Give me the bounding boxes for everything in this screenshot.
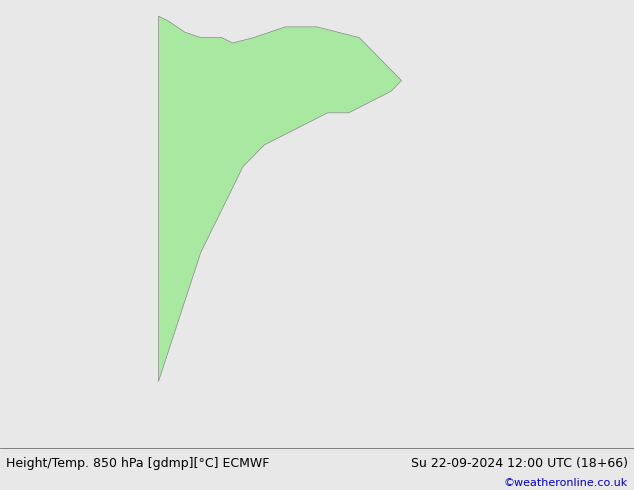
Text: Su 22-09-2024 12:00 UTC (18+66): Su 22-09-2024 12:00 UTC (18+66) — [411, 457, 628, 470]
Text: Height/Temp. 850 hPa [gdmp][°C] ECMWF: Height/Temp. 850 hPa [gdmp][°C] ECMWF — [6, 457, 269, 470]
Text: ©weatheronline.co.uk: ©weatheronline.co.uk — [503, 478, 628, 489]
Polygon shape — [158, 16, 401, 381]
